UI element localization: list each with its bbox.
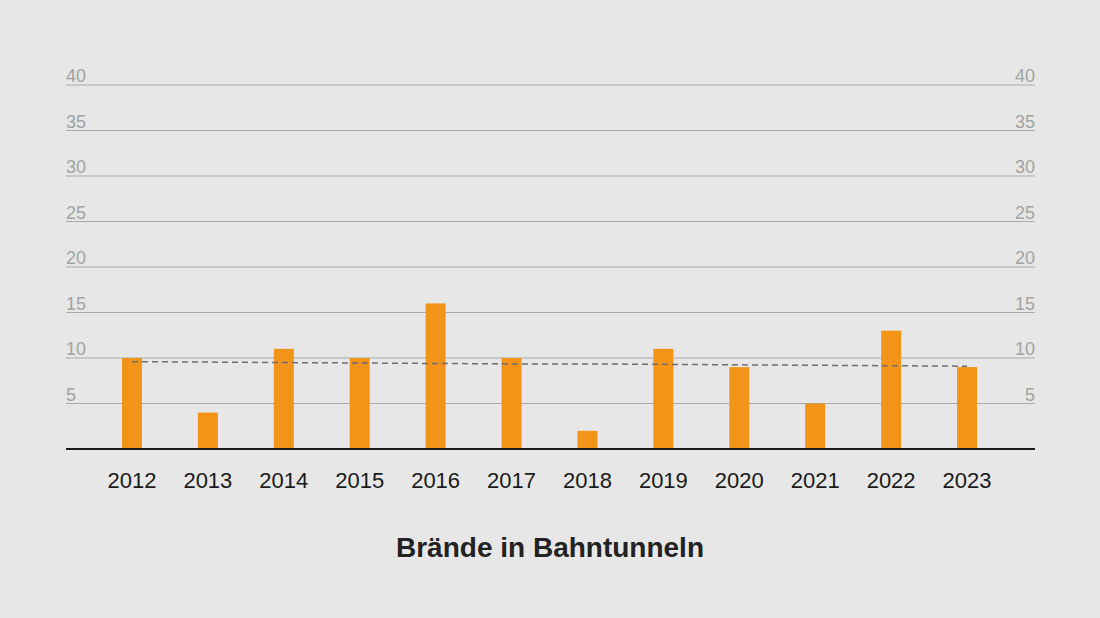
y-tick-label: 5 bbox=[66, 385, 76, 405]
bar bbox=[122, 358, 142, 449]
x-tick-label: 2014 bbox=[259, 468, 308, 493]
x-tick-label: 2015 bbox=[335, 468, 384, 493]
x-tick-label: 2013 bbox=[183, 468, 232, 493]
x-axis-line bbox=[66, 448, 1035, 450]
bar bbox=[957, 367, 977, 449]
bar bbox=[729, 367, 749, 449]
x-tick-label: 2021 bbox=[791, 468, 840, 493]
y-tick-label-right: 5 bbox=[1025, 385, 1035, 405]
x-tick-label: 2016 bbox=[411, 468, 460, 493]
x-tick-label: 2022 bbox=[867, 468, 916, 493]
title: Brände in Bahntunneln bbox=[396, 532, 704, 563]
bar bbox=[805, 404, 825, 450]
x-tick-label: 2019 bbox=[639, 468, 688, 493]
trend-line bbox=[132, 362, 967, 367]
plot-area bbox=[122, 303, 977, 449]
y-tick-label: 15 bbox=[66, 294, 86, 314]
grid-line bbox=[66, 221, 1035, 222]
x-tick-label: 2023 bbox=[943, 468, 992, 493]
bar bbox=[350, 358, 370, 449]
bar bbox=[198, 413, 218, 449]
grid-line bbox=[66, 130, 1035, 131]
y-tick-label-right: 30 bbox=[1015, 157, 1035, 177]
y-tick-label: 10 bbox=[66, 339, 86, 359]
bar bbox=[426, 303, 446, 449]
grid-line bbox=[66, 176, 1035, 177]
y-tick-label-right: 40 bbox=[1015, 66, 1035, 86]
x-tick-label: 2017 bbox=[487, 468, 536, 493]
y-tick-label: 35 bbox=[66, 112, 86, 132]
x-tick-label: 2012 bbox=[107, 468, 156, 493]
grid-line bbox=[66, 85, 1035, 86]
x-tick-label: 2018 bbox=[563, 468, 612, 493]
grid-line bbox=[66, 312, 1035, 313]
y-tick-label-right: 25 bbox=[1015, 203, 1035, 223]
chart: 5510101515202025253030353540402012201320… bbox=[0, 0, 1100, 618]
y-tick-label-right: 35 bbox=[1015, 112, 1035, 132]
y-tick-label: 30 bbox=[66, 157, 86, 177]
bar bbox=[502, 358, 522, 449]
bar bbox=[881, 331, 901, 449]
x-tick-label: 2020 bbox=[715, 468, 764, 493]
y-tick-label-right: 15 bbox=[1015, 294, 1035, 314]
y-tick-label: 25 bbox=[66, 203, 86, 223]
y-tick-label: 40 bbox=[66, 66, 86, 86]
bar bbox=[577, 431, 597, 449]
bar bbox=[274, 349, 294, 449]
y-tick-label-right: 20 bbox=[1015, 248, 1035, 268]
grid-line bbox=[66, 267, 1035, 268]
y-tick-label-right: 10 bbox=[1015, 339, 1035, 359]
y-tick-label: 20 bbox=[66, 248, 86, 268]
background bbox=[0, 0, 1100, 618]
